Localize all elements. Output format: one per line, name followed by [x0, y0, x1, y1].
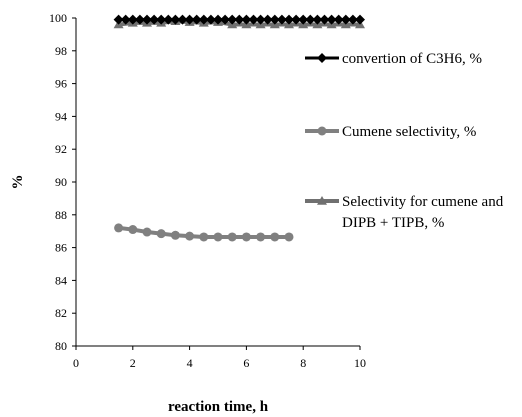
y-tick-label: 80 [55, 339, 67, 353]
data-point [276, 14, 287, 25]
data-point [256, 232, 266, 242]
data-point [185, 231, 195, 241]
data-point [291, 14, 302, 25]
data-point [340, 14, 351, 25]
data-point [305, 14, 316, 25]
legend-swatch-marker [317, 196, 327, 205]
legend-item: convertion of C3H6, % [305, 51, 482, 67]
data-point [298, 14, 309, 25]
data-point [312, 14, 323, 25]
y-tick-label: 82 [55, 306, 67, 320]
data-point [262, 14, 273, 25]
plot-area [113, 14, 365, 242]
data-point [227, 14, 238, 25]
data-point [156, 14, 167, 25]
x-tick-label: 0 [73, 356, 79, 370]
data-point [213, 14, 223, 25]
data-point [326, 14, 337, 25]
data-point [170, 230, 180, 240]
y-tick-label: 86 [55, 241, 67, 255]
data-point [149, 14, 160, 25]
data-point [241, 232, 251, 242]
data-point [220, 14, 231, 25]
data-point [134, 14, 145, 25]
data-point [163, 14, 174, 25]
data-point [213, 232, 223, 242]
legend-item: Cumene selectivity, % [305, 124, 476, 140]
data-point [199, 232, 209, 242]
legend-swatch-marker [317, 126, 327, 136]
legend-label: DIPB + TIPB, % [342, 215, 444, 231]
data-point [319, 14, 330, 25]
x-tick-label: 4 [187, 356, 193, 370]
data-point [198, 14, 209, 25]
data-point [333, 14, 344, 25]
y-tick-label: 84 [55, 273, 67, 287]
data-point [205, 14, 216, 25]
legend-swatch-marker [317, 53, 327, 63]
x-tick-label: 2 [130, 356, 136, 370]
data-point [269, 14, 280, 25]
data-point [142, 227, 152, 237]
data-point [120, 14, 131, 25]
legend-label: Cumene selectivity, % [342, 124, 476, 140]
legend-item: Selectivity for cumene and DIPB + TIPB, % [305, 194, 504, 231]
data-point [191, 14, 202, 25]
x-axis-title: reaction time, h [168, 399, 269, 415]
data-point [114, 223, 124, 233]
data-point [142, 14, 152, 25]
y-tick-label: 100 [49, 11, 67, 25]
x-axis-ticks: 0 2 4 6 8 10 [73, 346, 366, 370]
legend-label: convertion of C3H6, % [342, 51, 482, 67]
data-point [177, 14, 188, 25]
y-tick-label: 98 [55, 44, 67, 58]
data-point [284, 232, 294, 242]
data-point [270, 232, 280, 242]
y-axis-ticks: 80 82 84 86 88 90 92 94 96 98 100 [49, 11, 76, 353]
x-tick-label: 10 [354, 356, 366, 370]
data-point [255, 14, 266, 25]
y-axis-title: % [10, 175, 26, 190]
series-diamond [113, 14, 365, 25]
data-point [127, 14, 138, 25]
data-point [248, 14, 259, 25]
data-point [113, 14, 124, 25]
data-point [156, 229, 166, 239]
data-point [347, 14, 358, 25]
series-circle [114, 223, 294, 242]
data-point [284, 14, 294, 25]
y-tick-label: 92 [55, 142, 67, 156]
legend: convertion of C3H6, % Cumene selectivity,… [305, 51, 504, 231]
x-tick-label: 6 [243, 356, 249, 370]
data-point [128, 225, 138, 235]
y-tick-label: 94 [55, 109, 67, 123]
data-point [234, 14, 245, 25]
data-point [241, 14, 252, 25]
y-tick-label: 88 [55, 208, 67, 222]
data-point [184, 14, 195, 25]
data-point [355, 14, 365, 25]
y-tick-label: 96 [55, 77, 67, 91]
data-point [170, 14, 181, 25]
data-point [227, 232, 237, 242]
legend-label: Selectivity for cumene and [342, 194, 504, 210]
y-tick-label: 90 [55, 175, 67, 189]
x-tick-label: 8 [300, 356, 306, 370]
axes [75, 18, 360, 347]
